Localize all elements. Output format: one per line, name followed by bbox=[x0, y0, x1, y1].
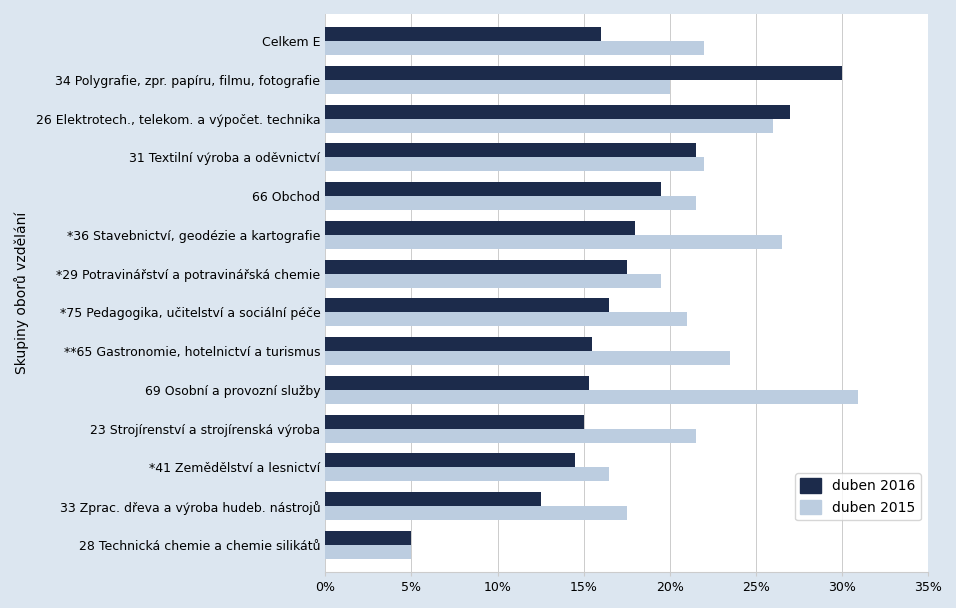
Bar bbox=[325, 143, 696, 157]
Bar bbox=[325, 492, 540, 506]
Bar bbox=[325, 80, 670, 94]
Bar bbox=[325, 351, 730, 365]
Bar bbox=[325, 337, 593, 351]
Bar bbox=[325, 390, 858, 404]
Bar bbox=[325, 221, 636, 235]
Bar bbox=[325, 196, 696, 210]
Bar bbox=[325, 41, 705, 55]
Bar bbox=[325, 157, 705, 171]
Y-axis label: Skupiny oborů vzdělání: Skupiny oborů vzdělání bbox=[14, 212, 29, 374]
Bar bbox=[325, 66, 842, 80]
Bar bbox=[325, 429, 696, 443]
Bar bbox=[325, 454, 576, 468]
Bar bbox=[325, 105, 791, 119]
Bar bbox=[325, 415, 584, 429]
Bar bbox=[325, 274, 662, 288]
Bar bbox=[325, 235, 782, 249]
Bar bbox=[325, 299, 610, 313]
Bar bbox=[325, 260, 627, 274]
Bar bbox=[325, 531, 411, 545]
Bar bbox=[325, 313, 687, 326]
Bar bbox=[325, 376, 589, 390]
Bar bbox=[325, 468, 610, 482]
Bar bbox=[325, 119, 773, 133]
Legend: duben 2016, duben 2015: duben 2016, duben 2015 bbox=[794, 473, 922, 520]
Bar bbox=[325, 182, 662, 196]
Bar bbox=[325, 545, 411, 559]
Bar bbox=[325, 506, 627, 520]
Bar bbox=[325, 27, 601, 41]
